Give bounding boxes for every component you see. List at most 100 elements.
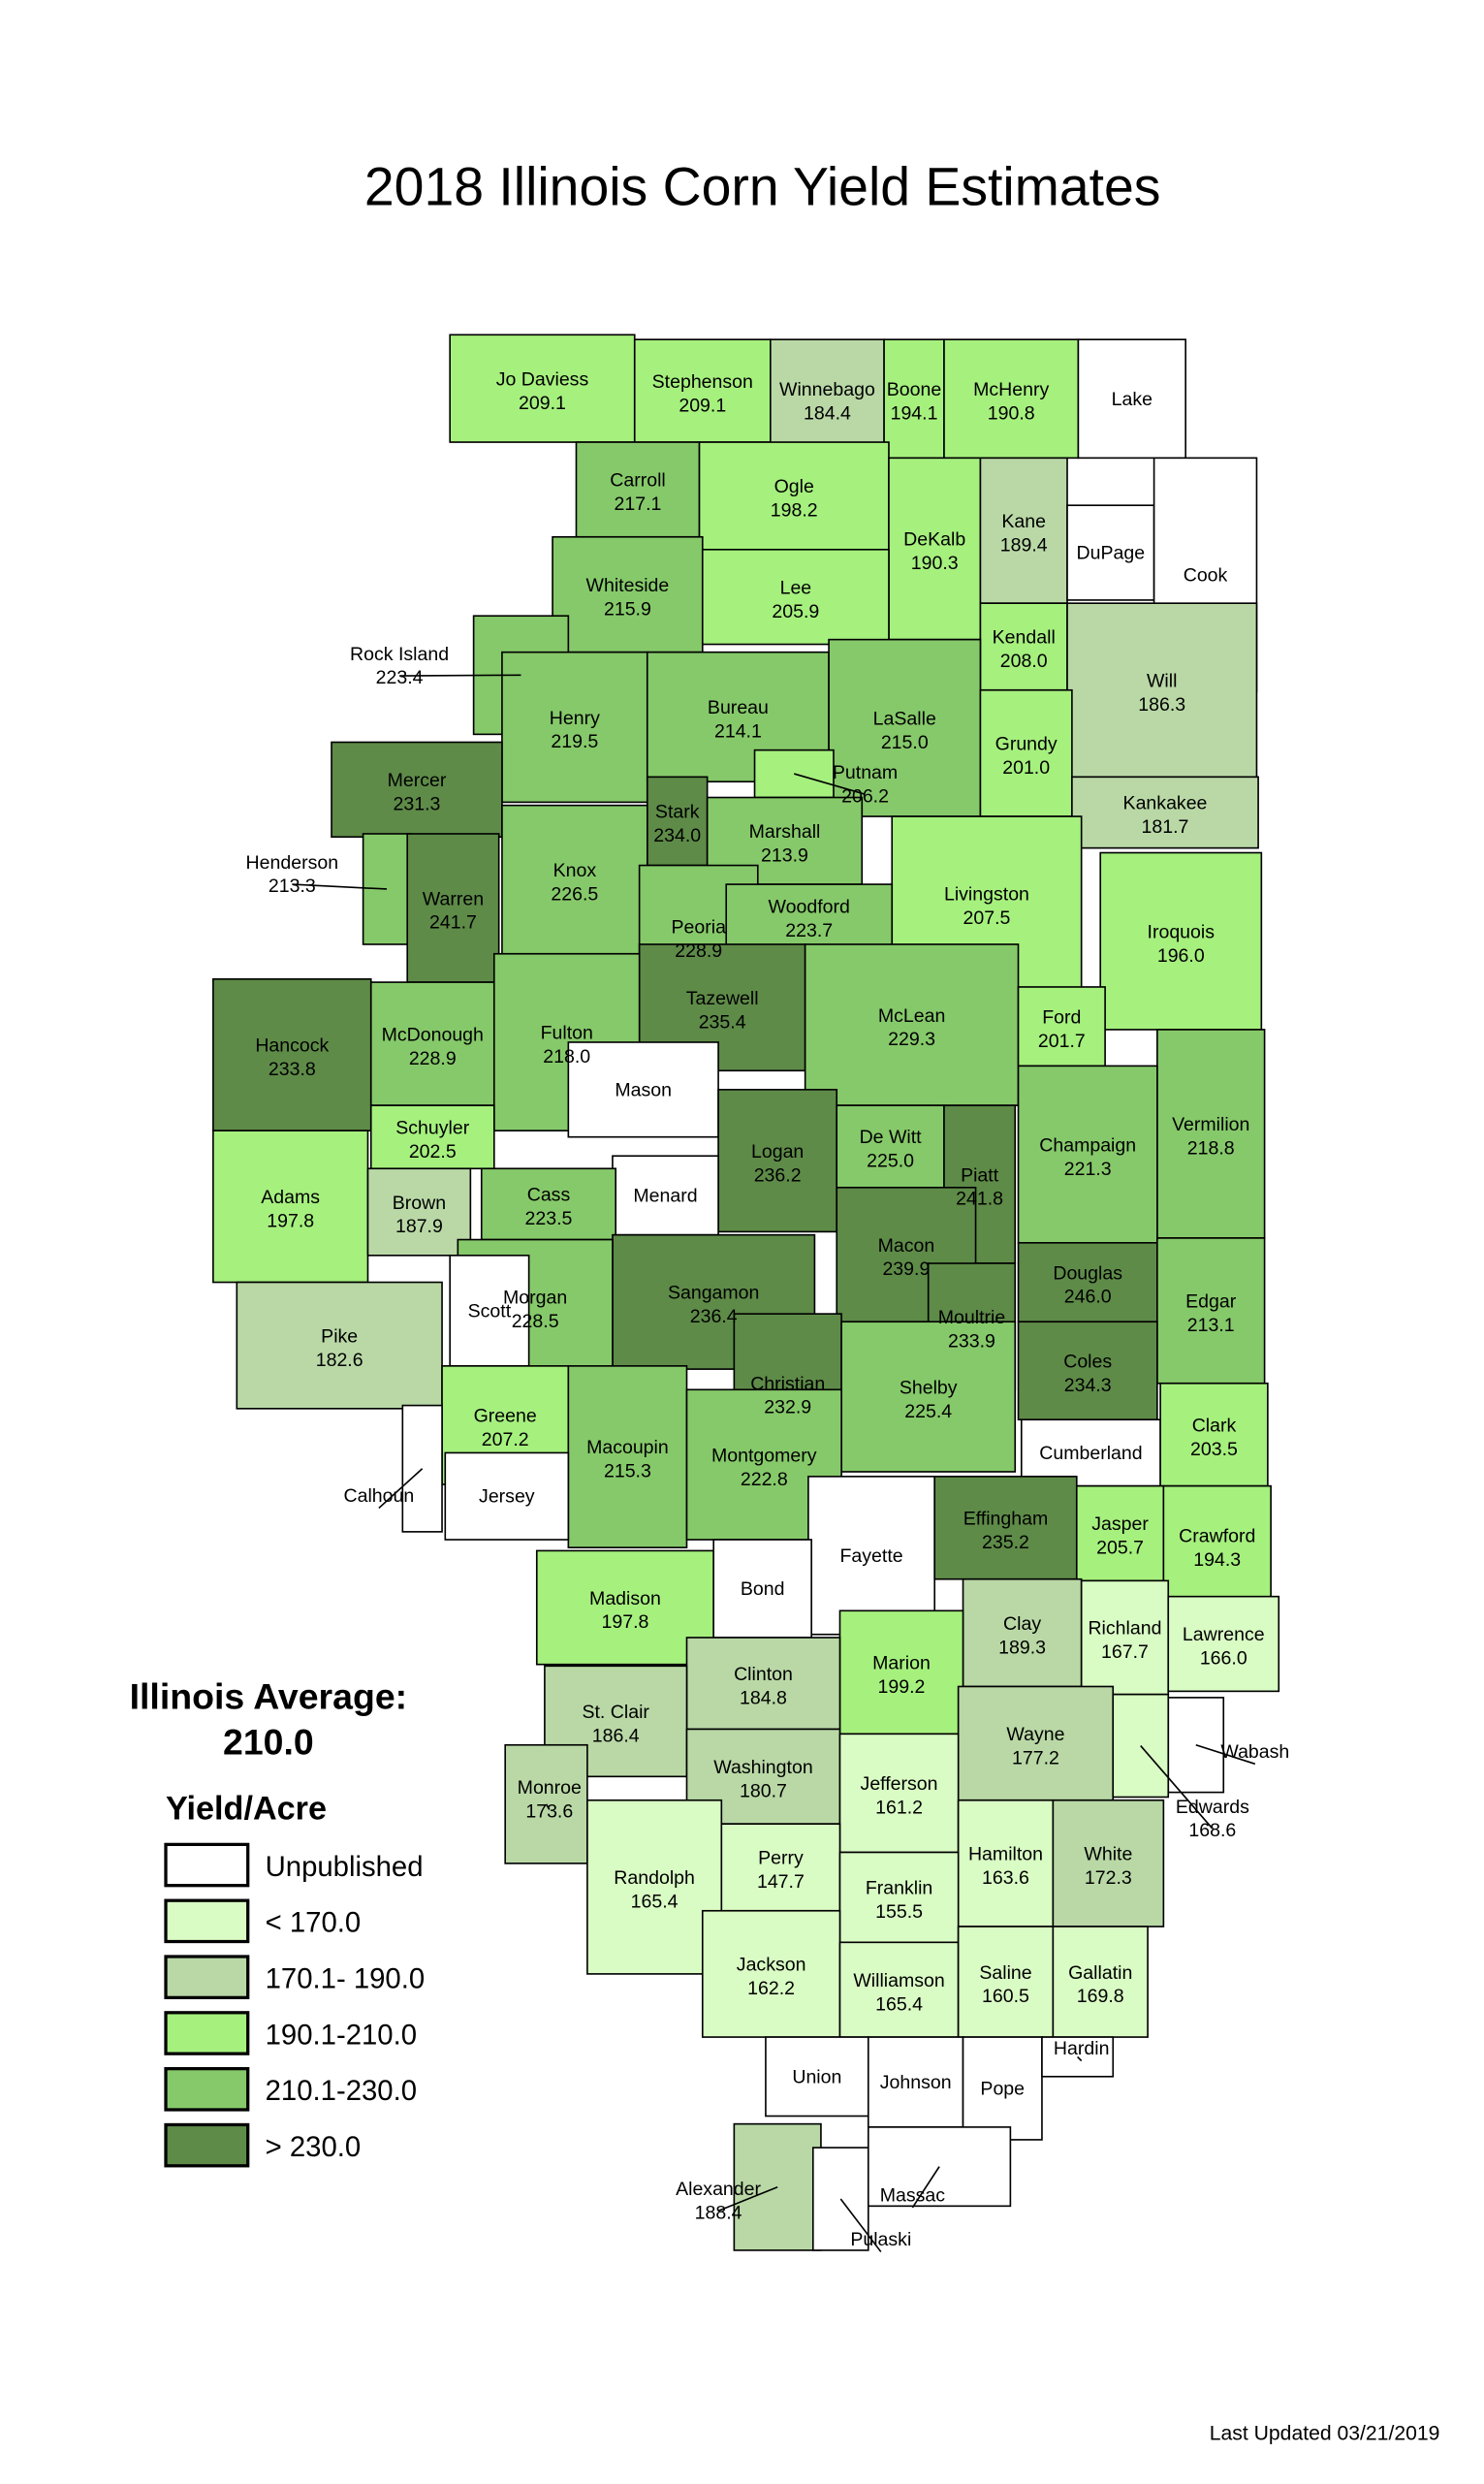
- county-value: 215.3: [604, 1461, 651, 1482]
- county-name: Lawrence: [1183, 1624, 1265, 1645]
- county: [770, 338, 885, 460]
- county: [867, 2036, 964, 2128]
- county-name: Piatt: [961, 1164, 999, 1186]
- county-value: 246.0: [1064, 1287, 1112, 1308]
- county-name: McDonough: [382, 1024, 484, 1045]
- county: [331, 741, 503, 839]
- county-name: Henry: [550, 708, 600, 729]
- county-value: 165.4: [875, 1993, 923, 2015]
- county: [369, 981, 495, 1106]
- county-name: Ogle: [774, 476, 814, 497]
- county-value: 190.3: [911, 553, 959, 574]
- county-value: 165.4: [631, 1892, 679, 1913]
- county-value: 213.3: [268, 876, 316, 897]
- county-name: DuPage: [1077, 543, 1146, 564]
- county-value: 221.3: [1064, 1159, 1112, 1180]
- county-value: 217.1: [615, 494, 662, 515]
- county-name: Whiteside: [586, 575, 670, 596]
- county-name: Pulaski: [850, 2229, 911, 2250]
- county-name: Woodford: [769, 896, 850, 917]
- county-name: St. Clair: [582, 1702, 649, 1723]
- county-value: 229.3: [888, 1029, 935, 1050]
- county-name: Effingham: [963, 1509, 1049, 1530]
- county: [480, 1167, 617, 1241]
- county: [701, 548, 890, 646]
- county: [957, 1926, 1055, 2038]
- county-name: Jo Daviess: [496, 368, 589, 390]
- county-value: 236.4: [690, 1306, 738, 1327]
- county-value: 196.0: [1157, 945, 1205, 967]
- county-name: Peoria: [671, 917, 726, 939]
- county-value: 173.6: [525, 1801, 573, 1823]
- county-value: 228.9: [675, 940, 722, 962]
- leader-line: [378, 1468, 424, 1510]
- county: [979, 688, 1073, 817]
- legend-label: < 170.0: [266, 1907, 362, 1939]
- county: [1017, 986, 1106, 1067]
- county-value: 214.1: [714, 721, 762, 743]
- county: [406, 833, 500, 983]
- county-name: Kankakee: [1123, 793, 1208, 814]
- county: [962, 2036, 1043, 2141]
- county-value: 215.0: [881, 732, 929, 753]
- map-title: 2018 Illinois Corn Yield Estimates: [364, 157, 1161, 217]
- county: [236, 1281, 443, 1410]
- county-value: 166.0: [1200, 1648, 1247, 1670]
- county-value: 187.9: [395, 1216, 443, 1237]
- county: [698, 441, 890, 551]
- county-labels: Jo Daviess209.1Stephenson209.1Winnebago1…: [246, 368, 1289, 2253]
- legend-title: Yield/Acre: [166, 1790, 327, 1827]
- county-value: 203.5: [1190, 1439, 1238, 1460]
- county: [449, 334, 636, 443]
- county: [501, 651, 648, 804]
- county-name: Mercer: [388, 770, 447, 791]
- county-value: 233.9: [948, 1330, 995, 1352]
- county-name: McLean: [878, 1005, 946, 1027]
- county-name: McHenry: [973, 379, 1049, 400]
- county-name: Jefferson: [861, 1773, 938, 1795]
- county-name: Macon: [878, 1235, 935, 1257]
- county-value: 223.7: [785, 920, 833, 941]
- average-value: 210.0: [223, 1722, 314, 1763]
- county-value: 169.8: [1077, 1986, 1124, 2007]
- county-value: 177.2: [1012, 1747, 1059, 1768]
- county: [1052, 1926, 1149, 2038]
- legend-swatch: [164, 1842, 250, 1888]
- leader-line: [717, 2186, 778, 2212]
- leader-line: [794, 773, 866, 796]
- county-name: Coles: [1063, 1351, 1112, 1372]
- county: [867, 2126, 1012, 2208]
- county-value: 188.4: [695, 2202, 742, 2223]
- county-name: Putnam: [833, 762, 898, 783]
- county-name: Williamson: [853, 1970, 944, 1991]
- county-name: Christian: [750, 1373, 825, 1394]
- county-value: 233.8: [268, 1059, 316, 1080]
- county: [701, 1909, 841, 2038]
- county-name: De Witt: [860, 1127, 923, 1148]
- county-name: Schuyler: [395, 1117, 469, 1138]
- county-name: DeKalb: [903, 529, 965, 551]
- county-value: 232.9: [764, 1397, 811, 1418]
- leader-line: [545, 1803, 551, 1810]
- county: [838, 1609, 964, 1736]
- county-name: Calhoun: [344, 1485, 415, 1507]
- county-name: Clark: [1192, 1415, 1237, 1436]
- county-value: 162.2: [747, 1978, 795, 1999]
- county: [979, 457, 1068, 604]
- leader-line: [839, 2198, 882, 2253]
- county-value: 207.5: [963, 908, 1011, 929]
- county-value: 180.7: [740, 1780, 787, 1801]
- county-name: Cumberland: [1039, 1443, 1142, 1464]
- county-value: 241.8: [956, 1189, 1003, 1210]
- county-value: 228.9: [409, 1048, 457, 1069]
- county-name: Lee: [780, 577, 812, 598]
- county-value: 209.1: [679, 395, 726, 416]
- county-name: Hamilton: [968, 1844, 1043, 1865]
- county-name: Vermilion: [1172, 1114, 1249, 1135]
- legend-swatch: [164, 2067, 250, 2112]
- county-name: Franklin: [866, 1878, 932, 1899]
- county-name: Shelby: [900, 1377, 958, 1398]
- county: [1159, 1382, 1269, 1487]
- county-value: 194.3: [1193, 1549, 1241, 1571]
- county-value: 218.8: [1187, 1138, 1235, 1160]
